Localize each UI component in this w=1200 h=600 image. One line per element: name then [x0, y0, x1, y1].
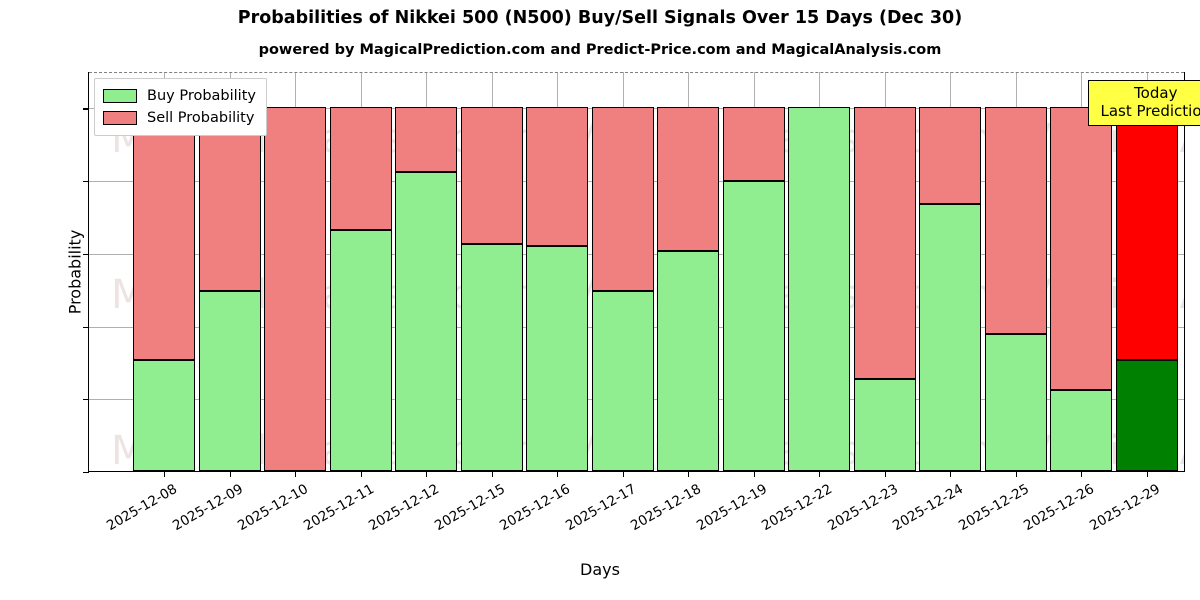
y-axis-tick-mark — [83, 108, 89, 110]
bar-segment-buy[interactable] — [460, 244, 523, 471]
bar[interactable] — [133, 72, 195, 471]
bar-segment-sell[interactable] — [1050, 107, 1112, 390]
x-axis-tick-mark — [753, 471, 755, 477]
bar-segment-sell[interactable] — [722, 107, 785, 181]
bar-segment-buy[interactable] — [329, 229, 392, 471]
bar[interactable] — [591, 72, 654, 471]
today-annotation-line2: Last Prediction — [1100, 101, 1200, 120]
bar-segment-sell[interactable] — [133, 107, 195, 361]
x-axis-tick-mark — [1081, 471, 1083, 477]
x-axis-tick-mark — [622, 471, 624, 477]
x-axis-tick-mark — [884, 471, 886, 477]
bar-segment-sell[interactable] — [853, 107, 916, 379]
x-axis-tick-mark — [360, 471, 362, 477]
bar-segment-sell[interactable] — [1115, 107, 1178, 361]
bar[interactable] — [198, 72, 261, 471]
bar-segment-buy[interactable] — [526, 245, 588, 471]
bar-segment-sell[interactable] — [329, 107, 392, 230]
bar-segment-buy[interactable] — [984, 333, 1047, 471]
legend-label-buy: Buy Probability — [147, 88, 256, 104]
legend-item-buy: Buy Probability — [103, 85, 256, 107]
legend-item-sell: Sell Probability — [103, 107, 256, 129]
bar[interactable] — [329, 72, 392, 471]
chart-legend: Buy Probability Sell Probability — [94, 78, 267, 136]
x-axis-tick-mark — [819, 471, 821, 477]
bar-segment-sell[interactable] — [395, 107, 457, 172]
y-axis-tick-mark — [83, 399, 89, 401]
x-axis-tick-mark — [1015, 471, 1017, 477]
bar-segment-buy[interactable] — [133, 360, 195, 471]
bar-segment-buy[interactable] — [591, 291, 654, 471]
bar-segment-buy[interactable] — [1115, 360, 1178, 471]
bar[interactable] — [722, 72, 785, 471]
bar-today[interactable] — [1115, 72, 1178, 471]
bar-segment-buy[interactable] — [919, 204, 981, 471]
reference-dashed-line — [89, 72, 1184, 73]
chart-title: Probabilities of Nikkei 500 (N500) Buy/S… — [237, 8, 963, 28]
bar[interactable] — [1050, 72, 1112, 471]
y-axis-tick-mark — [83, 181, 89, 183]
bar-segment-sell[interactable] — [264, 107, 326, 471]
bar[interactable] — [264, 72, 326, 471]
bar-segment-sell[interactable] — [460, 107, 523, 245]
chart-subtitle: powered by MagicalPrediction.com and Pre… — [258, 42, 942, 58]
bar[interactable] — [526, 72, 588, 471]
x-axis-tick-mark — [426, 471, 428, 477]
y-axis-label: Probability — [65, 229, 85, 315]
bar-segment-buy[interactable] — [853, 378, 916, 471]
bar-segment-buy[interactable] — [1050, 389, 1112, 471]
bar[interactable] — [984, 72, 1047, 471]
y-axis-tick-mark — [83, 326, 89, 328]
x-axis-tick-mark — [557, 471, 559, 477]
bar-segment-sell[interactable] — [526, 107, 588, 246]
x-axis-label: Days — [580, 560, 620, 579]
legend-swatch-sell-icon — [103, 111, 137, 125]
bar[interactable] — [919, 72, 981, 471]
bar-segment-sell[interactable] — [591, 107, 654, 291]
bar[interactable] — [395, 72, 457, 471]
bar-segment-buy[interactable] — [722, 180, 785, 471]
x-axis-tick-mark — [491, 471, 493, 477]
bar-segment-buy[interactable] — [198, 291, 261, 471]
bar-segment-buy[interactable] — [395, 171, 457, 471]
x-axis-tick-mark — [229, 471, 231, 477]
y-axis-tick-mark — [83, 253, 89, 255]
bar-segment-buy[interactable] — [657, 251, 719, 471]
bar[interactable] — [657, 72, 719, 471]
bar-segment-sell[interactable] — [657, 107, 719, 251]
legend-label-sell: Sell Probability — [147, 110, 255, 126]
x-axis-tick-mark — [295, 471, 297, 477]
bar[interactable] — [788, 72, 850, 471]
bar-segment-buy[interactable] — [788, 107, 850, 471]
bar[interactable] — [853, 72, 916, 471]
y-axis-tick-mark — [83, 472, 89, 474]
bar-segment-sell[interactable] — [919, 107, 981, 205]
today-annotation-line1: Today — [1134, 84, 1178, 102]
legend-swatch-buy-icon — [103, 89, 137, 103]
x-axis-tick-mark — [164, 471, 166, 477]
today-annotation: Today Last Prediction — [1087, 80, 1200, 127]
x-axis-tick-mark — [950, 471, 952, 477]
bar-segment-sell[interactable] — [984, 107, 1047, 334]
bar-segment-sell[interactable] — [198, 107, 261, 291]
bar[interactable] — [460, 72, 523, 471]
x-axis-tick-mark — [688, 471, 690, 477]
x-axis-tick-mark — [1146, 471, 1148, 477]
